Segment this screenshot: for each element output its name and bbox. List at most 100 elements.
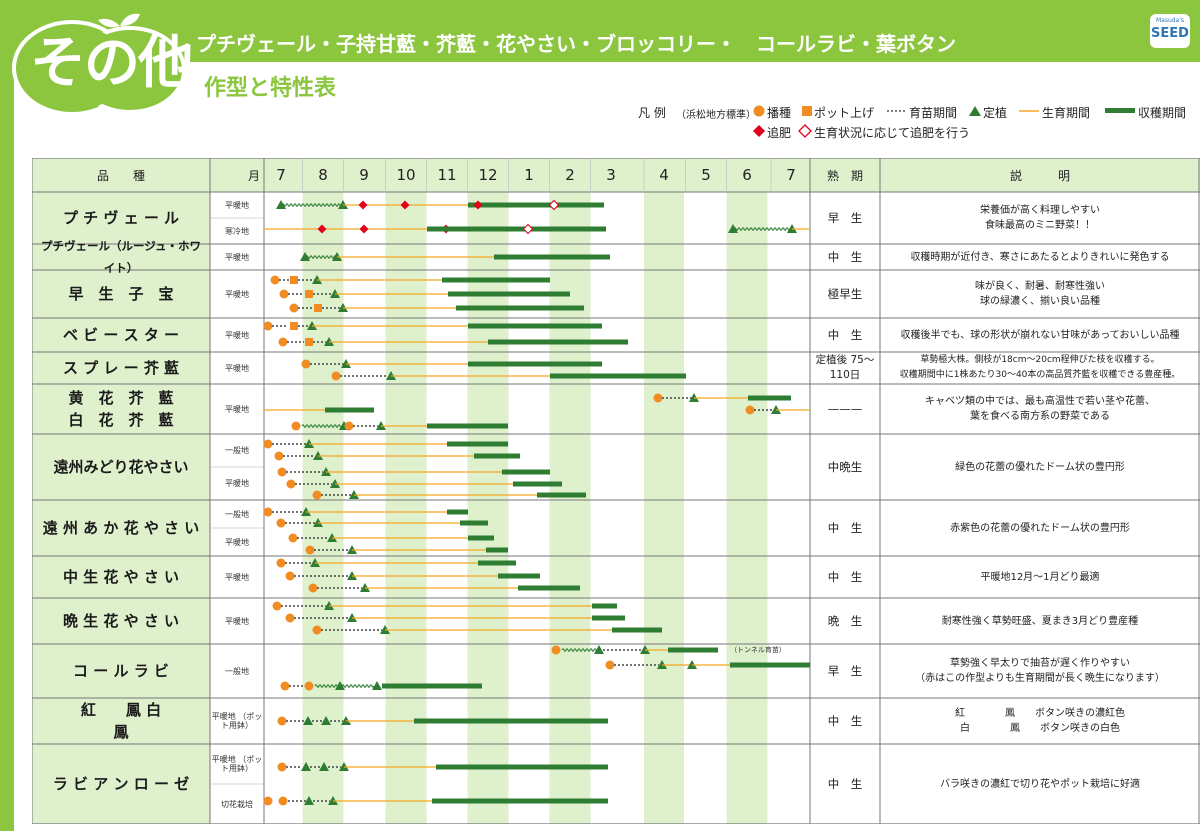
month-header-12: 6 bbox=[742, 166, 752, 184]
region-label: 平暖地 bbox=[225, 572, 249, 582]
variety-description: 栄養価が高く料理しやすい 食味最高のミニ野菜！！ bbox=[884, 192, 1196, 244]
legend-planting: 定植 bbox=[983, 106, 1008, 120]
sowing-mark bbox=[605, 660, 615, 670]
harvest-period-bar bbox=[468, 361, 602, 367]
description-line: 赤紫色の花蕾の優れたドーム状の豊円形 bbox=[950, 522, 1130, 534]
variety-name: ベ ビ ー ス タ ー bbox=[62, 326, 180, 344]
month-label-header: 月 bbox=[247, 168, 260, 183]
potting-mark bbox=[314, 304, 322, 312]
description-line: 耐寒性強く草勢旺盛、夏まき3月どり豊産種 bbox=[941, 615, 1139, 627]
region-label: 平暖地 （ポット用鉢） bbox=[211, 712, 263, 730]
month-header-3: 9 bbox=[359, 166, 369, 184]
harvest-period-bar bbox=[325, 407, 374, 413]
planting-mark bbox=[276, 200, 286, 209]
harvest-period-bar bbox=[468, 202, 604, 208]
harvest-period-bar bbox=[748, 395, 791, 401]
page-title: プチヴェール・子持甘藍・芥藍・花やさい・ブロッコリー・ コールラビ・葉ボタン bbox=[196, 32, 956, 56]
maturity-value: ——— bbox=[827, 401, 863, 416]
region-label: 平暖地 bbox=[225, 252, 249, 262]
maturity-value: 中 生 bbox=[827, 569, 863, 584]
planting-mark bbox=[335, 681, 345, 690]
page-subtitle: 作型と特性表 bbox=[204, 76, 337, 101]
planting-mark bbox=[303, 716, 313, 725]
sowing-legend-icon bbox=[753, 105, 765, 117]
topdress-conditional-legend-icon bbox=[798, 124, 812, 138]
sowing-mark bbox=[344, 421, 354, 431]
harvest-period-bar bbox=[478, 560, 516, 566]
potting-legend-icon bbox=[802, 106, 812, 116]
planting-mark bbox=[321, 716, 331, 725]
sowing-mark bbox=[285, 613, 295, 623]
harvest-period-bar bbox=[513, 481, 562, 487]
sowing-mark bbox=[331, 371, 341, 381]
maturity-value: 中晩生 bbox=[827, 459, 863, 474]
region-label: 切花栽培 bbox=[221, 799, 253, 809]
month-header-2: 8 bbox=[318, 166, 328, 184]
variety-description: 収穫時期が近付き、寒さにあたるとよりきれいに発色する bbox=[884, 244, 1196, 270]
sowing-mark bbox=[308, 583, 318, 593]
topdress-mark bbox=[358, 200, 368, 210]
description-line: 草勢極大株。側枝が18cm〜20cm程伸びた枝を収穫する。 bbox=[920, 355, 1160, 365]
sowing-mark bbox=[280, 681, 290, 691]
sowing-mark bbox=[274, 451, 284, 461]
sowing-mark bbox=[653, 393, 663, 403]
harvest-period-bar bbox=[460, 520, 488, 526]
sowing-mark bbox=[285, 571, 295, 581]
variety-name: 黄 花 芥 藍 白 花 芥 藍 bbox=[68, 389, 174, 429]
variety-description: 草勢強く早太りで抽苔が遅く作りやすい （赤はこの作型よりも生育期間が長く晩生になり… bbox=[884, 644, 1196, 698]
harvest-period-bar bbox=[447, 441, 508, 447]
maturity-header: 熟 期 bbox=[826, 168, 863, 183]
variety-description: 平暖地12月〜1月どり最適 bbox=[884, 556, 1196, 598]
logo-top-text: Masuda's bbox=[1155, 17, 1185, 24]
variety-name: 晩 生 花 や さ い bbox=[62, 612, 180, 630]
region-label: 平暖地 bbox=[225, 616, 249, 626]
sowing-mark bbox=[291, 421, 301, 431]
variety-name: コ ー ル ラ ビ bbox=[73, 662, 169, 680]
crop-schedule-table: 品 種月 7 8 9 10 11 12 1 2 3 4 5 6 7 熟 期説 明プ チ ヴ ェ ー ル平暖地… bbox=[32, 158, 1200, 824]
variety-name: 遠 州 あ か 花 や さ い bbox=[42, 519, 200, 537]
sowing-mark bbox=[289, 303, 299, 313]
harvest-period-bar bbox=[502, 469, 550, 475]
variety-description: 紅 鳳 ボタン咲きの濃紅色白 鳳 ボタン咲きの白色 bbox=[884, 698, 1196, 744]
legend-nursery: 育苗期間 bbox=[909, 106, 958, 120]
variety-name: 早 生 子 宝 bbox=[68, 285, 174, 303]
maturity-value: 中 生 bbox=[827, 327, 863, 342]
variety-column-bg bbox=[32, 158, 210, 824]
maturity-value: 中 生 bbox=[827, 249, 863, 264]
month-header-13: 7 bbox=[786, 166, 796, 184]
nursery-wave-line bbox=[301, 424, 343, 428]
harvest-period-bar bbox=[537, 492, 586, 498]
month-header-9: 3 bbox=[606, 166, 616, 184]
potting-mark bbox=[290, 276, 298, 284]
harvest-legend-icon bbox=[1105, 108, 1135, 113]
harvest-period-bar bbox=[474, 453, 520, 459]
harvest-period-bar bbox=[468, 535, 494, 541]
month-header-6: 12 bbox=[478, 166, 498, 184]
legend-sowing: 播種 bbox=[767, 106, 792, 120]
month-header-7: 1 bbox=[524, 166, 534, 184]
description-line: 食味最高のミニ野菜！！ bbox=[985, 220, 1095, 231]
description-header: 説 明 bbox=[1009, 168, 1070, 183]
topdress-conditional-mark bbox=[548, 199, 560, 211]
description-line: 球の緑濃く、揃い良い品種 bbox=[980, 296, 1100, 307]
sowing-mark bbox=[263, 796, 273, 806]
month-band bbox=[302, 158, 344, 824]
harvest-period-bar bbox=[432, 798, 608, 804]
maturity-value: 極早生 bbox=[827, 286, 863, 301]
variety-name: ラ ビ ア ン ロ ー ゼ bbox=[52, 775, 190, 793]
topdress-mark bbox=[359, 224, 369, 234]
sowing-mark bbox=[263, 321, 273, 331]
variety-name: プ チ ヴ ェ ー ル bbox=[62, 209, 180, 227]
sowing-mark bbox=[272, 601, 282, 611]
harvest-period-bar bbox=[442, 277, 550, 283]
variety-name: プチヴェール（ルージュ・ホワイト） bbox=[41, 239, 201, 275]
tunnel-nursery-note: （トンネル育苗） bbox=[730, 645, 786, 654]
description-line: バラ咲きの濃紅で切り花やポット栽培に好適 bbox=[940, 778, 1140, 790]
month-band bbox=[726, 158, 768, 824]
sowing-mark bbox=[312, 490, 322, 500]
harvest-period-bar bbox=[592, 603, 617, 609]
sowing-mark bbox=[276, 558, 286, 568]
topdress-legend-icon bbox=[753, 125, 765, 137]
planting-mark bbox=[372, 681, 382, 690]
nursery-wave-line bbox=[305, 255, 339, 259]
